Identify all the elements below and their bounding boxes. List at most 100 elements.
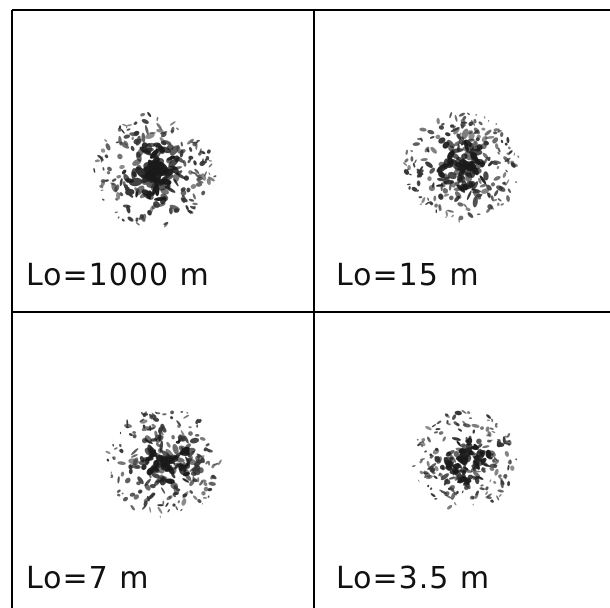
speckle <box>420 203 423 205</box>
panel-label: Lo=3.5 m <box>336 561 490 596</box>
speckle <box>106 166 113 172</box>
speckle <box>114 211 118 213</box>
speckle <box>203 497 207 499</box>
speckle <box>127 216 135 223</box>
speckle <box>490 182 496 188</box>
speckle <box>404 158 409 164</box>
speckle <box>162 413 167 415</box>
speckle <box>140 419 148 424</box>
speckle <box>515 458 518 461</box>
speckle <box>507 481 510 486</box>
speckle <box>166 494 174 501</box>
speckle <box>100 148 106 154</box>
speckle <box>412 163 415 168</box>
speckle <box>437 193 444 201</box>
speckle <box>146 111 151 117</box>
speckle <box>106 458 109 462</box>
speckle <box>440 182 443 191</box>
speckle <box>130 145 135 151</box>
speckle <box>424 450 427 453</box>
speckle <box>495 123 497 125</box>
speckle <box>206 149 211 155</box>
speckle <box>202 503 203 505</box>
speckle <box>208 160 212 162</box>
speckle <box>102 167 104 171</box>
speckle <box>208 461 210 466</box>
figure: Lo=1000 m Lo=15 m Lo=7 m Lo=3.5 m <box>0 0 610 608</box>
speckle <box>481 127 485 130</box>
speckle <box>466 190 472 200</box>
speckle <box>181 498 188 507</box>
speckle <box>175 506 178 511</box>
speckle <box>208 172 210 176</box>
speckle <box>114 447 118 450</box>
speckle <box>485 491 489 495</box>
speckle <box>451 436 461 441</box>
speckle-cluster <box>93 111 217 228</box>
speckle <box>132 434 136 439</box>
speckle <box>438 125 444 131</box>
speckle <box>442 436 447 442</box>
panel-label: Lo=15 m <box>336 258 480 293</box>
speckle <box>508 460 513 465</box>
speckle <box>199 436 206 441</box>
speckle <box>411 186 419 193</box>
speckle <box>433 195 436 201</box>
speckle <box>430 492 436 497</box>
speckle <box>517 155 520 158</box>
speckle <box>436 420 442 425</box>
speckle <box>507 146 511 150</box>
speckle <box>165 441 171 448</box>
speckle <box>493 480 497 484</box>
speckle <box>467 112 471 115</box>
speckle <box>188 198 194 202</box>
speckle <box>461 490 463 493</box>
speckle <box>95 159 100 162</box>
speckle <box>137 489 143 495</box>
speckle <box>412 142 420 146</box>
speckle <box>456 440 462 447</box>
speckle <box>213 175 217 178</box>
speckle <box>507 188 511 193</box>
speckle <box>466 411 470 415</box>
speckle <box>472 429 475 434</box>
speckle <box>188 426 192 428</box>
speckle <box>451 214 454 218</box>
speckle <box>506 195 511 202</box>
speckle <box>141 118 150 125</box>
speckle <box>504 450 510 457</box>
speckle <box>430 487 433 490</box>
speckle <box>484 116 486 119</box>
speckle <box>183 414 190 419</box>
speckle <box>443 193 449 197</box>
speckle <box>116 174 122 178</box>
speckle <box>463 203 468 208</box>
speckle <box>451 414 457 421</box>
speckle <box>457 202 464 208</box>
speckle <box>499 477 503 480</box>
speckle <box>491 431 495 433</box>
speckle <box>167 509 170 513</box>
speckle <box>187 430 194 436</box>
speckle <box>475 114 478 117</box>
speckle <box>449 112 453 119</box>
speckle <box>119 444 122 448</box>
speckle <box>427 129 435 135</box>
speckle <box>489 427 494 430</box>
speckle <box>448 195 454 201</box>
speckle <box>117 476 120 484</box>
speckle <box>496 166 499 170</box>
speckle <box>408 186 411 190</box>
speckle <box>104 139 108 143</box>
speckle <box>207 495 209 498</box>
speckle <box>104 154 109 159</box>
speckle <box>410 149 413 152</box>
speckle <box>176 127 179 130</box>
speckle <box>445 132 451 137</box>
speckle <box>429 146 438 155</box>
speckle <box>165 502 169 507</box>
speckle <box>157 506 163 514</box>
speckle <box>428 167 436 175</box>
speckle <box>419 127 427 132</box>
speckle <box>140 112 146 117</box>
